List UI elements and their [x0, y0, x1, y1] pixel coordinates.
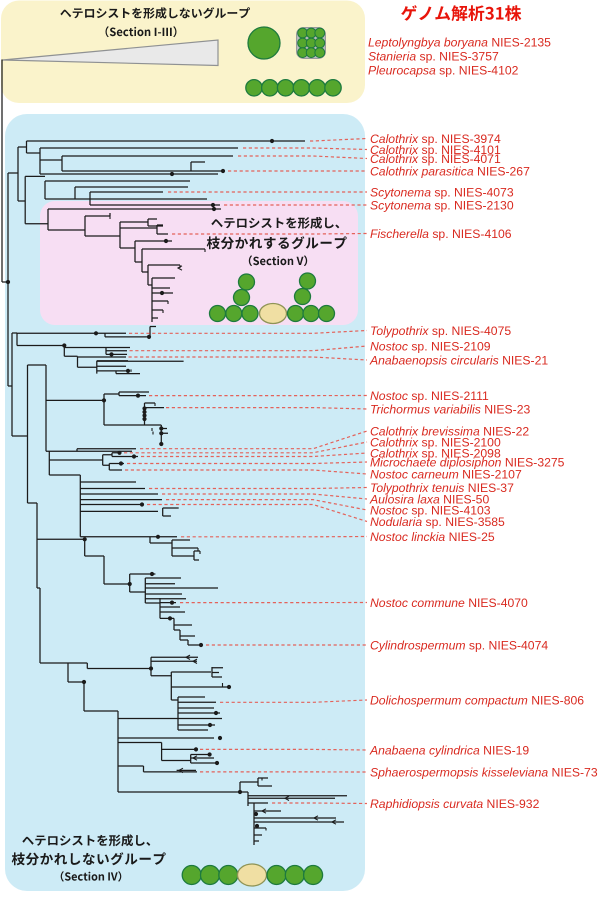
- svg-text:Tolypothrix tenuis NIES-37: Tolypothrix tenuis NIES-37: [370, 481, 514, 495]
- svg-text:Anabaenopsis circularis NIES-2: Anabaenopsis circularis NIES-21: [369, 354, 548, 368]
- svg-text:Nostoc sp. NIES-2109: Nostoc sp. NIES-2109: [370, 340, 491, 354]
- svg-text:Nostoc sp. NIES-4103: Nostoc sp. NIES-4103: [370, 504, 491, 518]
- svg-text:Nostoc carneum NIES-2107: Nostoc carneum NIES-2107: [370, 468, 522, 482]
- svg-text:Pleurocapsa sp. NIES-4102: Pleurocapsa sp. NIES-4102: [368, 64, 519, 78]
- svg-text:Stanieria sp. NIES-3757: Stanieria sp. NIES-3757: [368, 50, 499, 64]
- svg-text:Trichormus variabilis NIES-23: Trichormus variabilis NIES-23: [370, 403, 531, 417]
- svg-text:Calothrix sp. NIES-2100: Calothrix sp. NIES-2100: [370, 436, 501, 450]
- svg-text:Cylindrospermum sp. NIES-4074: Cylindrospermum sp. NIES-4074: [370, 639, 548, 653]
- svg-text:Raphidiopsis curvata NIES-932: Raphidiopsis curvata NIES-932: [370, 797, 540, 811]
- svg-text:Nostoc sp. NIES-2111: Nostoc sp. NIES-2111: [370, 389, 489, 403]
- svg-text:Sphaerospermopsis kisseleviana: Sphaerospermopsis kisseleviana NIES-73: [370, 766, 598, 780]
- svg-text:Leptolyngbya boryana NIES-2135: Leptolyngbya boryana NIES-2135: [368, 36, 551, 50]
- svg-text:Calothrix sp. NIES-4071: Calothrix sp. NIES-4071: [370, 152, 501, 166]
- svg-text:Nodularia sp. NIES-3585: Nodularia sp. NIES-3585: [370, 515, 505, 529]
- svg-text:Calothrix sp. NIES-2098: Calothrix sp. NIES-2098: [370, 447, 501, 461]
- svg-text:Aulosira laxa NIES-50: Aulosira laxa NIES-50: [369, 493, 489, 507]
- svg-text:Dolichospermum compactum NIES-: Dolichospermum compactum NIES-806: [370, 694, 584, 708]
- svg-text:Anabaena cylindrica NIES-19: Anabaena cylindrica NIES-19: [369, 744, 529, 758]
- svg-text:Scytonema sp. NIES-4073: Scytonema sp. NIES-4073: [370, 186, 514, 200]
- svg-text:Calothrix brevissima NIES-22: Calothrix brevissima NIES-22: [370, 425, 529, 439]
- svg-text:Nostoc commune NIES-4070: Nostoc commune NIES-4070: [370, 596, 528, 610]
- svg-text:Tolypothrix sp. NIES-4075: Tolypothrix sp. NIES-4075: [370, 324, 511, 338]
- svg-text:Scytonema sp. NIES-2130: Scytonema sp. NIES-2130: [370, 199, 514, 213]
- svg-text:Nostoc linckia NIES-25: Nostoc linckia NIES-25: [370, 530, 495, 544]
- svg-text:Calothrix sp. NIES-4101: Calothrix sp. NIES-4101: [370, 143, 501, 157]
- svg-text:Calothrix sp. NIES-3974: Calothrix sp. NIES-3974: [370, 132, 501, 146]
- svg-text:Fischerella sp. NIES-4106: Fischerella sp. NIES-4106: [370, 227, 512, 241]
- svg-text:Microchaete diplosiphon NIES-3: Microchaete diplosiphon NIES-3275: [370, 456, 565, 470]
- svg-text:Calothrix parasitica NIES-267: Calothrix parasitica NIES-267: [370, 165, 530, 179]
